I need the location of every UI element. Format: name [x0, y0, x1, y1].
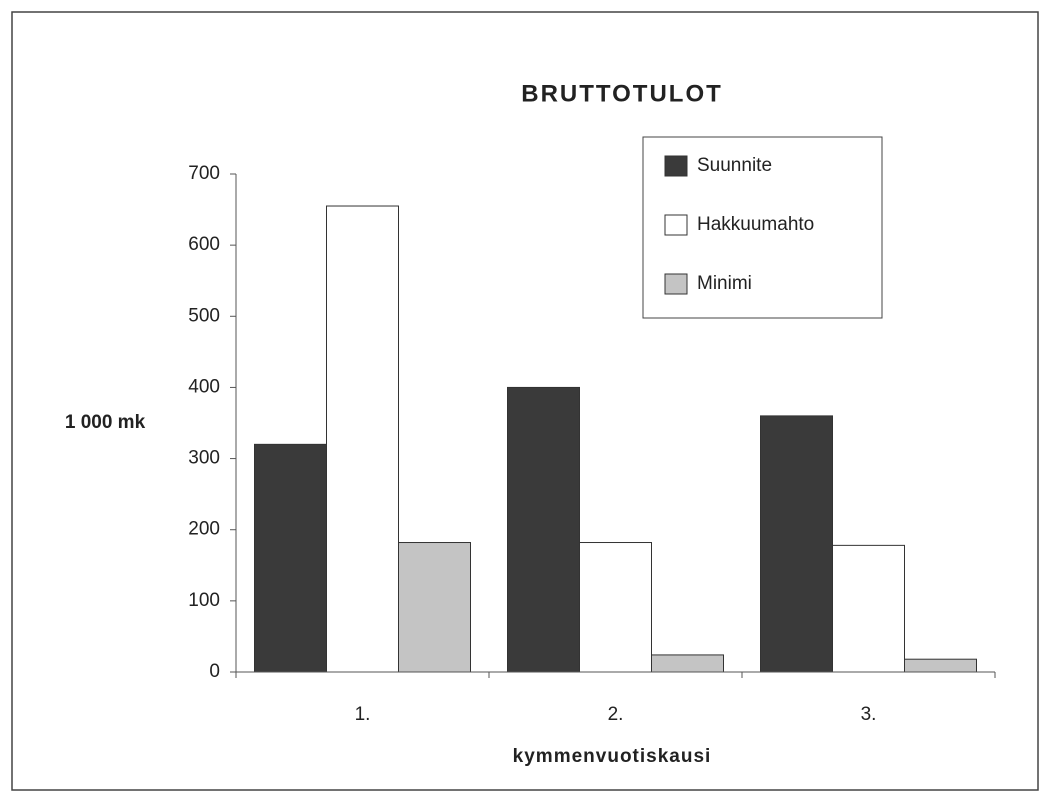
bar [579, 542, 652, 673]
chart-title: BRUTTOTULOT [521, 80, 723, 107]
bar [326, 205, 399, 673]
y-tick-label: 700 [188, 163, 220, 184]
legend-label: Suunnite [697, 155, 772, 176]
bar [651, 654, 724, 673]
bar [254, 443, 327, 673]
legend-swatch [664, 214, 688, 236]
y-tick-label: 0 [209, 661, 220, 682]
legend-label: Hakkuumahto [697, 214, 814, 235]
x-tick-label: 2. [608, 704, 624, 725]
x-tick-label: 1. [355, 704, 371, 725]
y-tick-label: 400 [188, 376, 220, 397]
legend-swatch [664, 273, 688, 295]
bar [832, 544, 905, 673]
x-axis-label: kymmenvuotiskausi [513, 746, 712, 767]
bar [760, 415, 833, 673]
y-tick-label: 300 [188, 448, 220, 469]
y-tick-label: 200 [188, 519, 220, 540]
y-axis-label: 1 000 mk [65, 412, 146, 433]
y-tick-label: 600 [188, 234, 220, 255]
legend-label: Minimi [697, 273, 752, 294]
bar [904, 658, 977, 673]
y-tick-label: 100 [188, 590, 220, 611]
bar [398, 542, 471, 673]
x-tick-label: 3. [861, 704, 877, 725]
bar [507, 386, 580, 673]
y-tick-label: 500 [188, 305, 220, 326]
legend-swatch [664, 155, 688, 177]
